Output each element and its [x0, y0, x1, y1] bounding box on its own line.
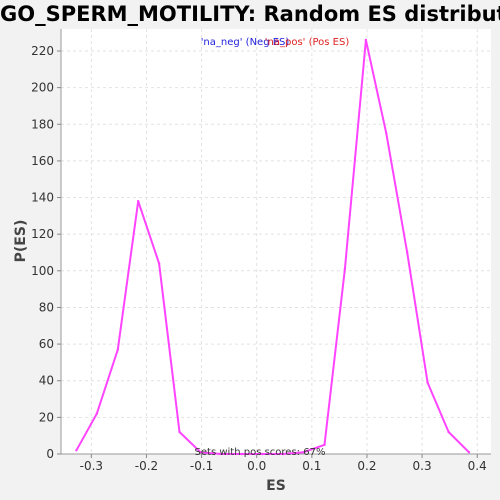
x-tick-label: 0.2: [357, 459, 376, 473]
data-point: [240, 452, 243, 456]
x-tick-label: 0.3: [413, 459, 432, 473]
data-point: [447, 430, 450, 434]
data-point: [116, 348, 120, 351]
x-tick-label: -0.3: [80, 459, 103, 473]
data-point: [406, 251, 409, 254]
data-point: [385, 132, 388, 135]
data-point: [157, 262, 161, 265]
legend-neg-es: 'na_neg' (Neg ES): [201, 37, 290, 48]
grid: [61, 29, 491, 455]
data-point: [426, 381, 429, 384]
data-point: [467, 451, 471, 454]
y-axis-title: P(ES): [13, 220, 29, 263]
x-axis-title: ES: [266, 478, 286, 494]
data-point: [343, 267, 347, 271]
y-tick-label: 200: [31, 81, 54, 95]
y-tick-label: 20: [39, 410, 54, 424]
y-tick-label: 80: [39, 300, 54, 314]
data-point: [364, 38, 368, 42]
y-tick-label: 120: [31, 227, 54, 241]
x-tick-label: 0.1: [302, 459, 321, 473]
data-point: [75, 449, 78, 452]
y-tick-label: 160: [31, 154, 54, 168]
x-tick-label: -0.2: [135, 459, 158, 473]
data-points: [75, 38, 471, 456]
data-point: [95, 412, 99, 415]
data-point: [261, 452, 264, 456]
x-axis-ticks: -0.3 -0.2 -0.1 0.0 0.1 0.2 0.3 0.4: [80, 454, 487, 473]
y-tick-label: 100: [31, 264, 54, 278]
x-tick-label: -0.1: [190, 459, 213, 473]
y-tick-label: 60: [39, 337, 54, 351]
y-tick-label: 140: [31, 191, 54, 205]
y-axis-ticks: 0 20 40 60 80 100 120 140 160 180 200 220: [31, 44, 61, 461]
chart-title: GO_SPERM_MOTILITY: Random ES distributio…: [0, 2, 500, 26]
data-point: [199, 451, 202, 454]
pos-scores-annotation: Sets with pos scores: 67%: [195, 447, 326, 458]
y-tick-label: 0: [46, 447, 54, 461]
data-point: [219, 452, 223, 456]
es-distribution-line: [75, 39, 470, 455]
y-tick-label: 40: [39, 374, 54, 388]
data-point: [137, 200, 140, 203]
y-tick-label: 220: [31, 44, 54, 58]
data-point: [323, 443, 326, 446]
x-tick-label: 0.0: [247, 459, 266, 473]
data-point: [178, 430, 181, 434]
data-point: [302, 451, 305, 454]
data-point: [282, 452, 285, 456]
x-tick-label: 0.4: [468, 459, 487, 473]
legend-pos-es: 'na_pos' (Pos ES): [265, 37, 350, 48]
plot-background: [61, 29, 491, 454]
y-tick-label: 180: [31, 117, 54, 131]
